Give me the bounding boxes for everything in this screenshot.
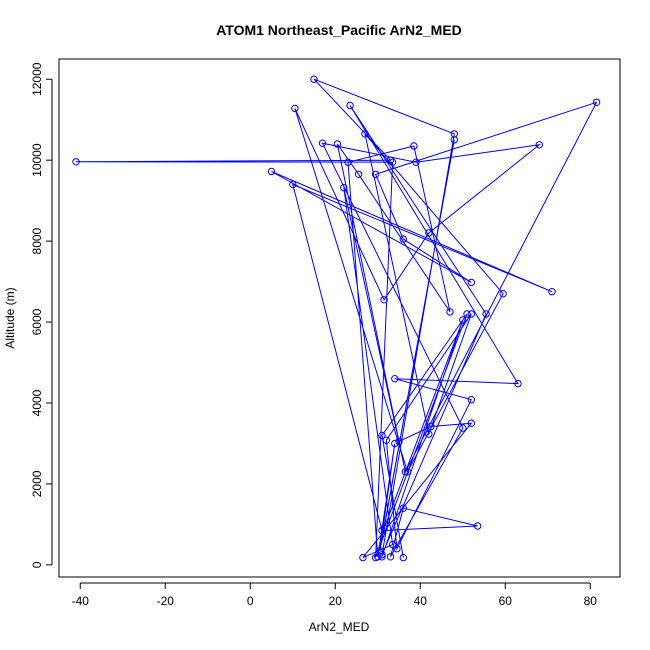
data-point	[499, 290, 507, 298]
y-tick-label: 2000	[30, 470, 44, 497]
data-point	[399, 235, 407, 243]
data-point	[425, 229, 433, 237]
data-point	[391, 375, 399, 383]
data-point	[395, 437, 403, 446]
data-point	[378, 551, 386, 559]
y-axis: 0 2000 4000 6000 8000 10000 12000	[30, 62, 53, 568]
plot-frame	[58, 58, 621, 578]
data-point	[289, 180, 297, 189]
data-point	[399, 504, 407, 512]
data-point	[361, 130, 369, 138]
data-point	[386, 156, 395, 164]
data-point	[380, 524, 388, 533]
y-tick-label: 4000	[30, 389, 44, 416]
data-point	[318, 139, 327, 147]
data-point	[467, 310, 475, 318]
data-point	[412, 158, 420, 166]
data-point	[291, 104, 299, 113]
data-point	[267, 167, 276, 176]
data-point	[399, 553, 407, 562]
data-point	[382, 436, 390, 444]
y-tick-label: 10000	[30, 143, 44, 177]
data-point	[467, 278, 475, 287]
data-point	[380, 296, 388, 304]
data-point	[482, 310, 490, 318]
data-point	[378, 526, 386, 535]
y-tick-label: 6000	[30, 308, 44, 335]
y-axis-label: Altitude (m)	[3, 287, 17, 348]
x-tick-label: 0	[247, 594, 254, 608]
data-point	[463, 310, 471, 318]
series-line	[75, 78, 598, 559]
data-point	[450, 136, 458, 144]
x-axis-label: ArN2_MED	[309, 620, 370, 634]
data-point	[467, 396, 475, 404]
data-point	[344, 158, 352, 166]
data-point	[371, 170, 380, 179]
x-tick-label: -20	[157, 594, 175, 608]
x-tick-label: 60	[499, 594, 513, 608]
data-point	[592, 98, 601, 107]
data-point	[410, 142, 418, 150]
data-point	[459, 424, 467, 432]
data-point	[427, 422, 435, 431]
x-tick-label: -40	[72, 594, 90, 608]
data-point	[346, 101, 354, 110]
data-point	[393, 545, 401, 553]
data-point	[467, 419, 475, 427]
data-point	[310, 75, 318, 83]
data-point	[378, 553, 386, 561]
data-point	[354, 170, 363, 179]
data-point	[388, 158, 397, 166]
data-point	[378, 431, 386, 440]
y-tick-label: 0	[30, 561, 44, 568]
data-point	[425, 430, 433, 438]
data-point	[535, 141, 543, 149]
y-tick-label: 12000	[30, 62, 44, 96]
data-point	[359, 553, 367, 562]
data-point	[403, 468, 412, 476]
data-point	[391, 439, 399, 448]
x-axis: -40 -20 0 20 40 60 80	[72, 582, 598, 608]
data-point	[473, 522, 482, 530]
x-tick-label: 80	[584, 594, 598, 608]
data-point	[446, 308, 454, 316]
data-point	[548, 288, 556, 296]
y-tick-label: 8000	[30, 227, 44, 254]
x-tick-label: 40	[414, 594, 428, 608]
x-tick-label: 20	[329, 594, 343, 608]
chart-title: ATOM1 Northeast_Pacific ArN2_MED	[216, 22, 462, 38]
data-point	[333, 140, 342, 148]
data-point	[340, 184, 348, 192]
data-point	[388, 540, 397, 549]
series-layer	[72, 75, 601, 562]
data-point	[72, 158, 80, 166]
data-point	[514, 379, 522, 388]
data-point	[386, 553, 395, 561]
data-point	[401, 468, 410, 476]
data-point	[459, 316, 467, 324]
